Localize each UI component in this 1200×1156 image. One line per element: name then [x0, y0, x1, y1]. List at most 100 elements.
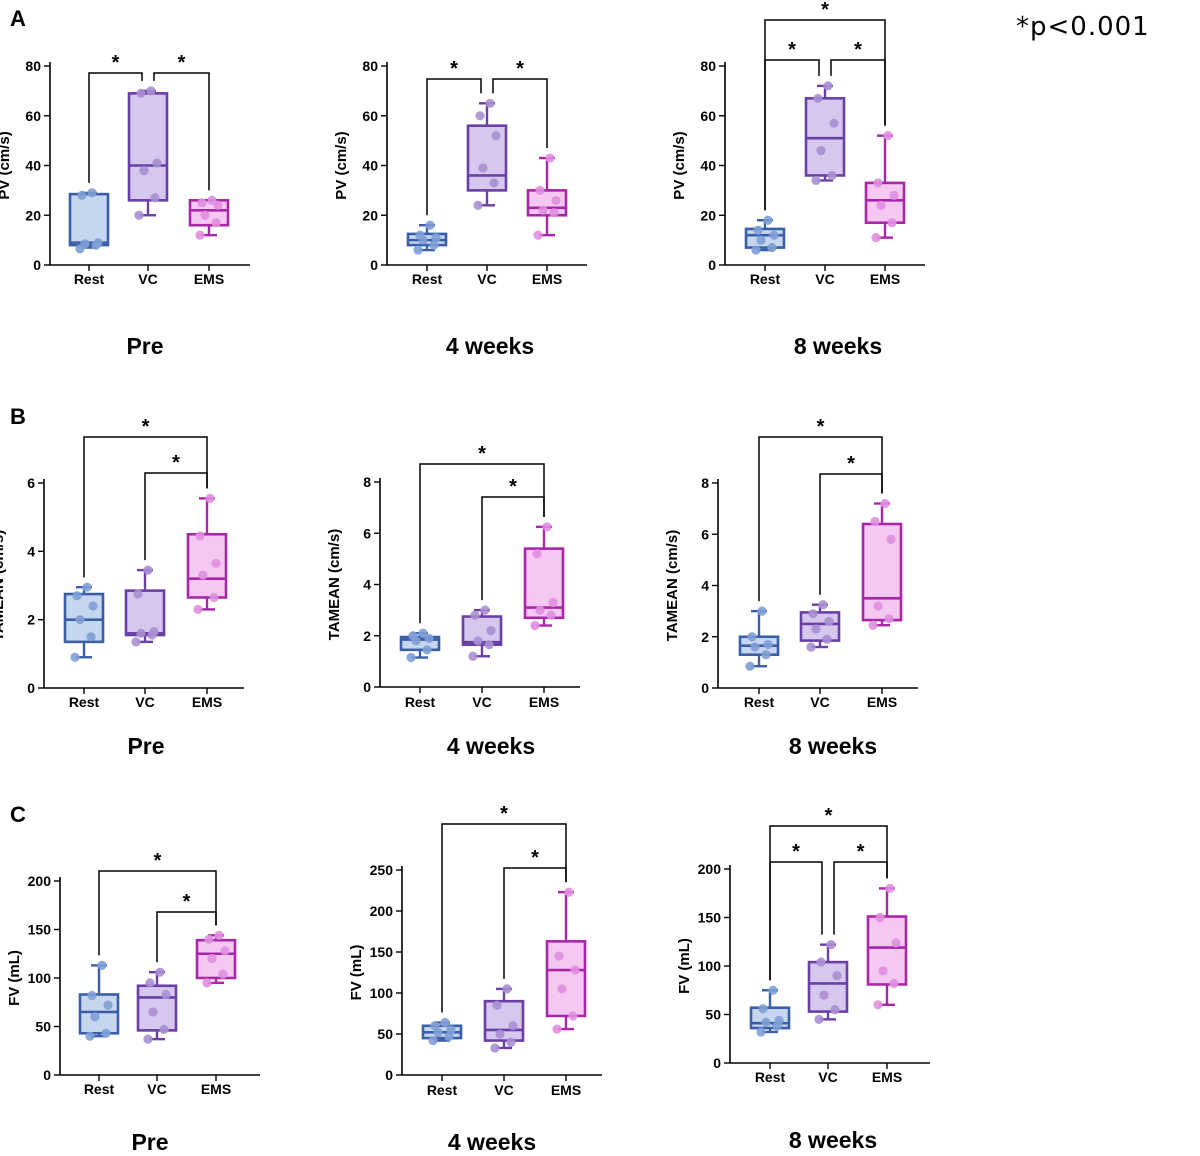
- data-point: [133, 589, 143, 599]
- data-point: [873, 601, 883, 611]
- data-point: [763, 639, 773, 650]
- significance-star: *: [847, 453, 855, 475]
- y-tick-label: 60: [362, 108, 378, 124]
- data-point: [491, 131, 501, 141]
- y-tick-label: 2: [701, 629, 709, 645]
- data-point: [889, 190, 899, 200]
- data-point: [816, 957, 826, 967]
- data-point: [211, 218, 221, 228]
- data-point: [202, 978, 212, 988]
- data-point: [86, 632, 96, 642]
- data-point: [70, 652, 80, 662]
- data-point: [207, 195, 217, 205]
- data-point: [548, 597, 558, 608]
- data-point: [824, 616, 834, 626]
- category-label-rest: Rest: [405, 694, 436, 710]
- data-point: [822, 634, 832, 644]
- plot-title-a-4w: 4 weeks: [445, 333, 535, 359]
- significance-bracket: [98, 870, 217, 956]
- data-point: [832, 971, 842, 981]
- data-point: [506, 1037, 516, 1047]
- data-point: [406, 652, 416, 663]
- y-tick-label: 0: [370, 257, 378, 273]
- significance-bracket: [764, 19, 886, 211]
- data-point: [143, 1034, 153, 1044]
- data-point: [200, 210, 210, 220]
- data-point: [747, 632, 757, 642]
- data-point: [535, 185, 545, 195]
- y-tick-label: 20: [362, 207, 378, 223]
- data-point: [564, 887, 574, 897]
- data-point: [408, 631, 418, 641]
- category-label-ems: EMS: [532, 271, 562, 287]
- box-rest: [68, 192, 110, 247]
- data-point: [830, 1005, 840, 1015]
- data-point: [886, 534, 896, 544]
- significance-bracket: [153, 72, 210, 191]
- data-point: [508, 1021, 518, 1031]
- significance-note: *p<0.001: [1016, 12, 1150, 42]
- category-label-vc: VC: [494, 1082, 513, 1098]
- significance-bracket: [83, 436, 208, 578]
- data-point: [209, 592, 219, 603]
- data-point: [756, 235, 766, 245]
- data-point: [538, 205, 548, 215]
- significance-star: *: [788, 39, 796, 61]
- category-label-ems: EMS: [201, 1081, 231, 1097]
- plot-title-c-8w: 8 weeks: [788, 1127, 878, 1153]
- data-point: [85, 1031, 95, 1041]
- data-point: [431, 233, 441, 243]
- category-label-rest: Rest: [69, 694, 100, 710]
- data-point: [891, 938, 901, 948]
- category-label-ems: EMS: [192, 694, 222, 710]
- box-ems: [545, 940, 587, 1018]
- data-point: [87, 990, 97, 1001]
- category-label-vc: VC: [135, 694, 154, 710]
- significance-star: *: [509, 476, 517, 498]
- plot-C-4w: 0 50 100 150 200 250 FV (mL) Rest VC EMS * *: [348, 803, 602, 1098]
- data-point: [430, 1021, 440, 1031]
- data-point: [145, 978, 155, 988]
- y-tick-label: 2: [363, 628, 371, 644]
- data-point: [502, 984, 512, 994]
- data-point: [101, 1028, 111, 1038]
- y-tick-label: 8: [701, 475, 709, 491]
- data-point: [546, 610, 556, 620]
- plot-B-8w: 0 2 4 6 8 TAMEAN (cm/s) Rest VC EMS * *: [664, 416, 918, 710]
- significance-star: *: [792, 841, 800, 863]
- y-tick-label: 20: [25, 207, 41, 223]
- category-label-vc: VC: [477, 271, 496, 287]
- data-point: [149, 627, 159, 637]
- y-tick-label: 100: [28, 970, 52, 986]
- data-point: [418, 628, 428, 638]
- data-point: [148, 1007, 158, 1017]
- data-point: [570, 965, 580, 975]
- category-label-rest: Rest: [74, 271, 105, 287]
- panel-letter-c: C: [10, 802, 26, 827]
- significance-star: *: [817, 416, 825, 438]
- y-axis-label: FV (mL): [6, 950, 23, 1006]
- significance-star: *: [516, 58, 524, 80]
- data-point: [551, 195, 561, 205]
- y-tick-label: 100: [698, 958, 722, 974]
- plot-title-a-pre: Pre: [126, 333, 164, 359]
- y-axis-label: FV (mL): [348, 945, 365, 1001]
- y-tick-label: 0: [708, 257, 716, 273]
- data-point: [751, 245, 761, 255]
- significance-star: *: [500, 803, 508, 825]
- y-axis-label: PV (cm/s): [0, 131, 13, 199]
- significance-star: *: [854, 39, 862, 61]
- category-label-vc: VC: [815, 271, 834, 287]
- data-point: [80, 239, 90, 249]
- y-tick-label: 0: [385, 1067, 393, 1083]
- y-tick-label: 200: [28, 873, 52, 889]
- plot-A-8w: 0 20 40 60 80 PV (cm/s) Rest VC EMS * * *: [671, 0, 925, 287]
- data-point: [889, 978, 899, 989]
- significance-star: *: [112, 52, 120, 74]
- data-point: [756, 1027, 766, 1037]
- data-point: [745, 661, 755, 671]
- data-point: [152, 158, 162, 168]
- data-point: [811, 624, 821, 634]
- data-point: [814, 1014, 824, 1024]
